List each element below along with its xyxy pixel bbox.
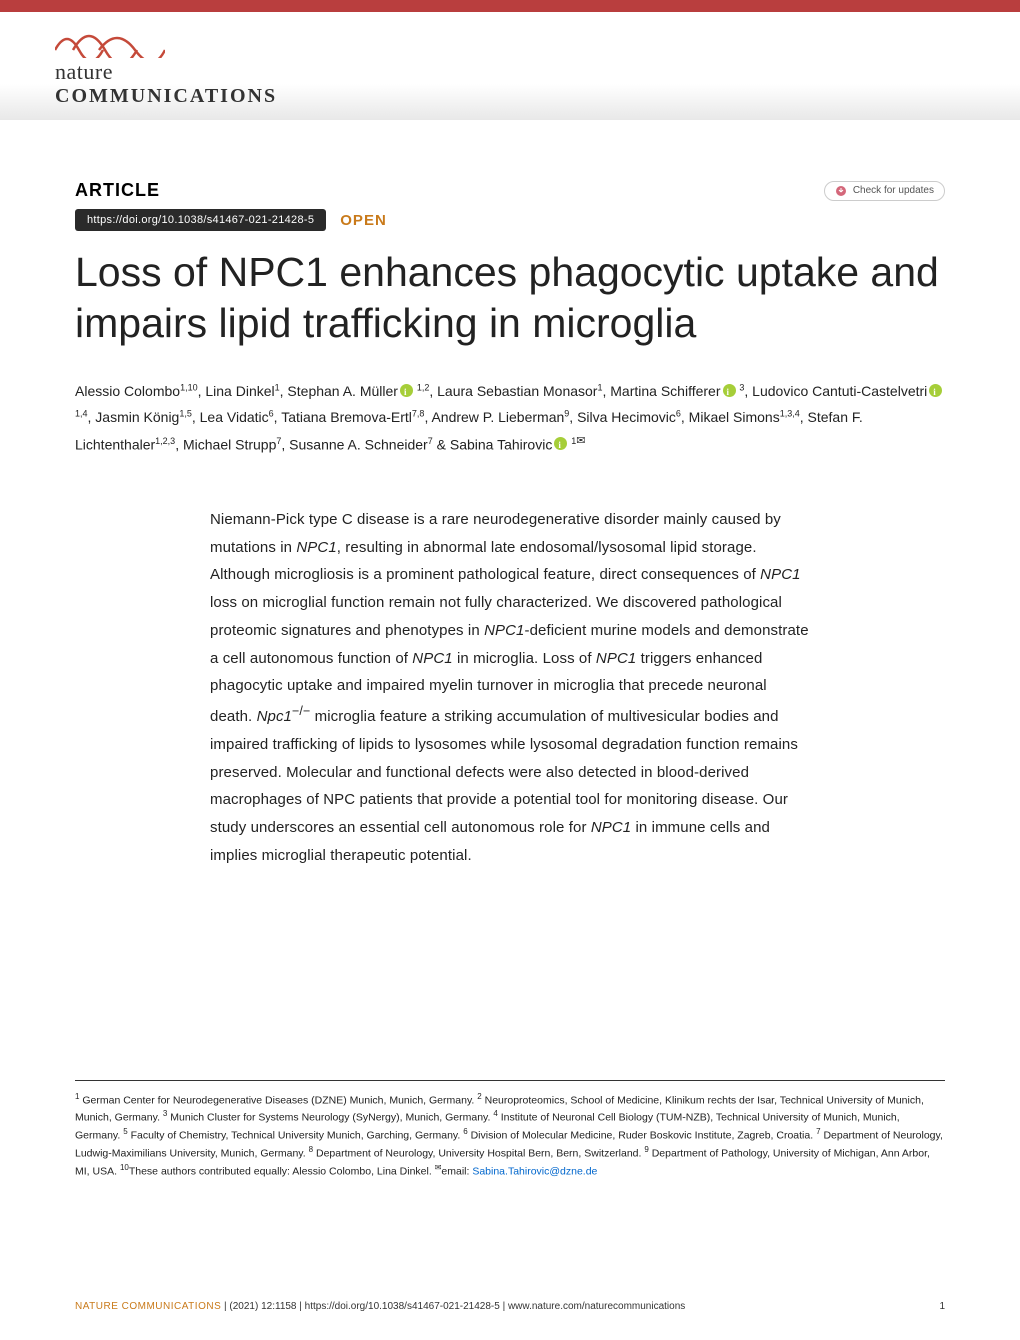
abstract-text: Niemann-Pick type C disease is a rare ne… bbox=[210, 506, 810, 870]
logo-waves-icon bbox=[55, 20, 165, 58]
check-updates-label: Check for updates bbox=[853, 185, 934, 196]
article-type-label: ARTICLE bbox=[75, 180, 160, 201]
author-list: Alessio Colombo1,10, Lina Dinkel1, Steph… bbox=[75, 378, 945, 458]
logo-text-communications: COMMUNICATIONS bbox=[55, 85, 277, 108]
footer-page-number: 1 bbox=[939, 1301, 945, 1312]
footer-journal: NATURE COMMUNICATIONS bbox=[75, 1301, 221, 1312]
journal-logo: nature COMMUNICATIONS bbox=[55, 20, 277, 108]
logo-text-nature: nature bbox=[55, 59, 277, 85]
header-accent-bar bbox=[0, 0, 1020, 12]
page-footer: NATURE COMMUNICATIONS | (2021) 12:1158 |… bbox=[75, 1301, 945, 1312]
check-updates-icon bbox=[835, 185, 847, 197]
affiliations-rule bbox=[75, 1080, 945, 1081]
check-updates-button[interactable]: Check for updates bbox=[824, 181, 945, 201]
open-access-label: OPEN bbox=[340, 212, 387, 229]
header-band: nature COMMUNICATIONS bbox=[0, 0, 1020, 120]
article-content: ARTICLE Check for updates https://doi.or… bbox=[0, 120, 1020, 1180]
footer-citation: | (2021) 12:1158 | https://doi.org/10.10… bbox=[224, 1301, 685, 1312]
doi-link[interactable]: https://doi.org/10.1038/s41467-021-21428… bbox=[75, 209, 326, 231]
article-title: Loss of NPC1 enhances phagocytic uptake … bbox=[75, 247, 945, 350]
affiliations-text: 1 German Center for Neurodegenerative Di… bbox=[75, 1091, 945, 1180]
